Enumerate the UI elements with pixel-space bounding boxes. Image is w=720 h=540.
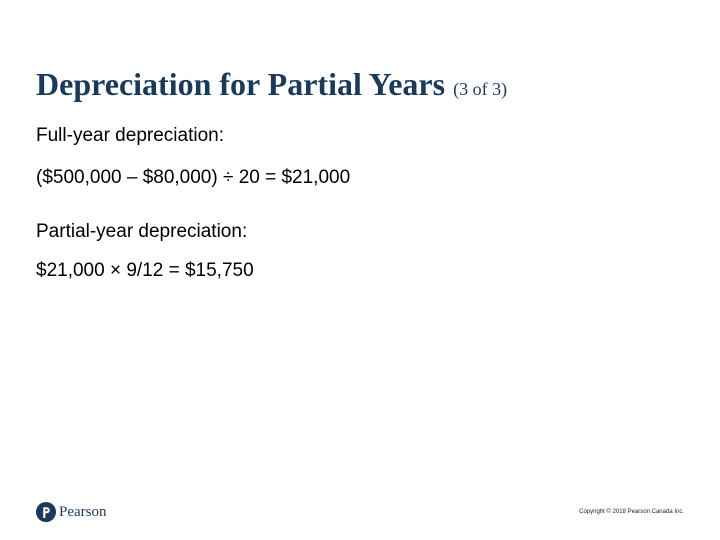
pearson-logo-text: Pearson xyxy=(59,504,107,520)
pearson-logo-icon xyxy=(36,502,56,522)
full-year-label: Full-year depreciation: xyxy=(36,125,224,146)
slide-title-text: Depreciation for Partial Years xyxy=(36,66,446,102)
pearson-logo: Pearson xyxy=(36,502,107,522)
slide-title-suffix: (3 of 3) xyxy=(453,79,508,99)
partial-year-label: Partial-year depreciation: xyxy=(36,221,248,242)
slide-title: Depreciation for Partial Years (3 of 3) xyxy=(36,64,507,109)
copyright-notice: Copyright © 2018 Pearson Canada Inc. xyxy=(579,509,684,515)
partial-year-formula: $21,000 × 9/12 = $15,750 xyxy=(36,260,254,281)
full-year-formula: ($500,000 – $80,000) ÷ 20 = $21,000 xyxy=(36,167,351,188)
